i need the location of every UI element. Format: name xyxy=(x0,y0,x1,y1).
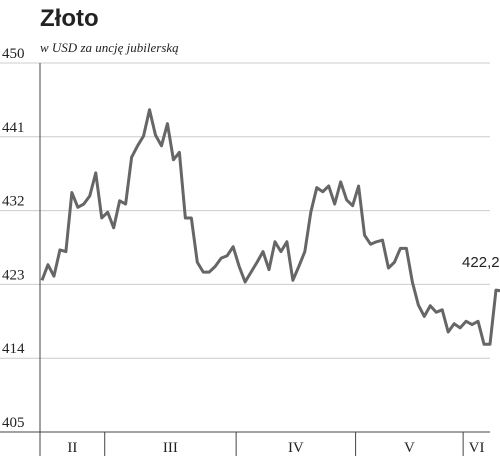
y-tick-label: 423 xyxy=(2,267,25,283)
y-tick-label: 450 xyxy=(2,46,25,62)
x-tick-label: II xyxy=(67,440,77,456)
y-tick-label: 405 xyxy=(2,415,25,431)
y-tick-label: 441 xyxy=(2,120,25,136)
x-tick-label: IV xyxy=(288,440,304,456)
x-tick-label: V xyxy=(404,440,415,456)
price-line xyxy=(40,108,500,346)
y-tick-label: 414 xyxy=(2,341,25,357)
y-tick-label: 432 xyxy=(2,194,25,210)
chart-subtitle: w USD za uncję jubilerską xyxy=(40,40,179,55)
value-label: 422,20 xyxy=(462,254,500,271)
x-tick-label: III xyxy=(163,440,178,456)
chart-title: Złoto xyxy=(40,5,99,32)
x-tick-label: VI xyxy=(469,440,485,456)
